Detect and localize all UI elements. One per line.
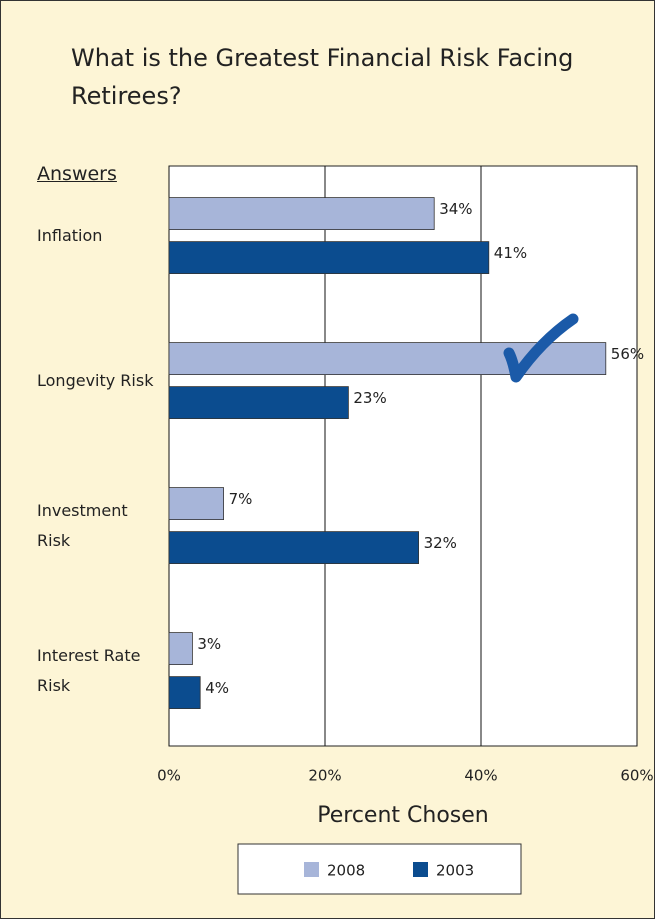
bar: [168, 632, 193, 665]
value-label: 4%: [205, 679, 229, 697]
value-label: 3%: [197, 635, 221, 653]
legend-label: 2003: [436, 862, 474, 880]
legend-label: 2008: [327, 862, 365, 880]
y-tick-label: Interest Rate Risk: [37, 645, 141, 695]
y-tick-label: Inflation: [37, 225, 103, 245]
bar: [168, 241, 490, 275]
bar: [168, 197, 435, 231]
value-label: 34%: [439, 200, 472, 218]
check-mark: [503, 313, 579, 383]
chart-title: What is the Greatest Financial Risk Faci…: [71, 44, 574, 110]
x-tick-label: 0%: [157, 767, 181, 785]
bar: [168, 386, 349, 420]
x-tick-label: 40%: [464, 767, 497, 785]
y-tick-label: Investment Risk: [37, 500, 128, 550]
legend-swatch: [413, 862, 428, 877]
y-axis-label: Answers: [37, 163, 117, 185]
bar: [168, 676, 201, 709]
value-label: 56%: [611, 345, 644, 363]
y-tick-label: Longevity Risk: [37, 370, 154, 390]
x-tick-label: 60%: [620, 767, 653, 785]
bar: [168, 531, 420, 564]
x-tick-label: 20%: [308, 767, 341, 785]
value-label: 7%: [229, 490, 253, 508]
value-label: 41%: [494, 244, 527, 262]
bar: [168, 487, 224, 521]
value-label: 23%: [353, 389, 386, 407]
value-label: 32%: [424, 534, 457, 552]
x-axis-label: Percent Chosen: [317, 803, 489, 828]
legend-box: [237, 843, 522, 895]
legend-swatch: [304, 862, 319, 877]
